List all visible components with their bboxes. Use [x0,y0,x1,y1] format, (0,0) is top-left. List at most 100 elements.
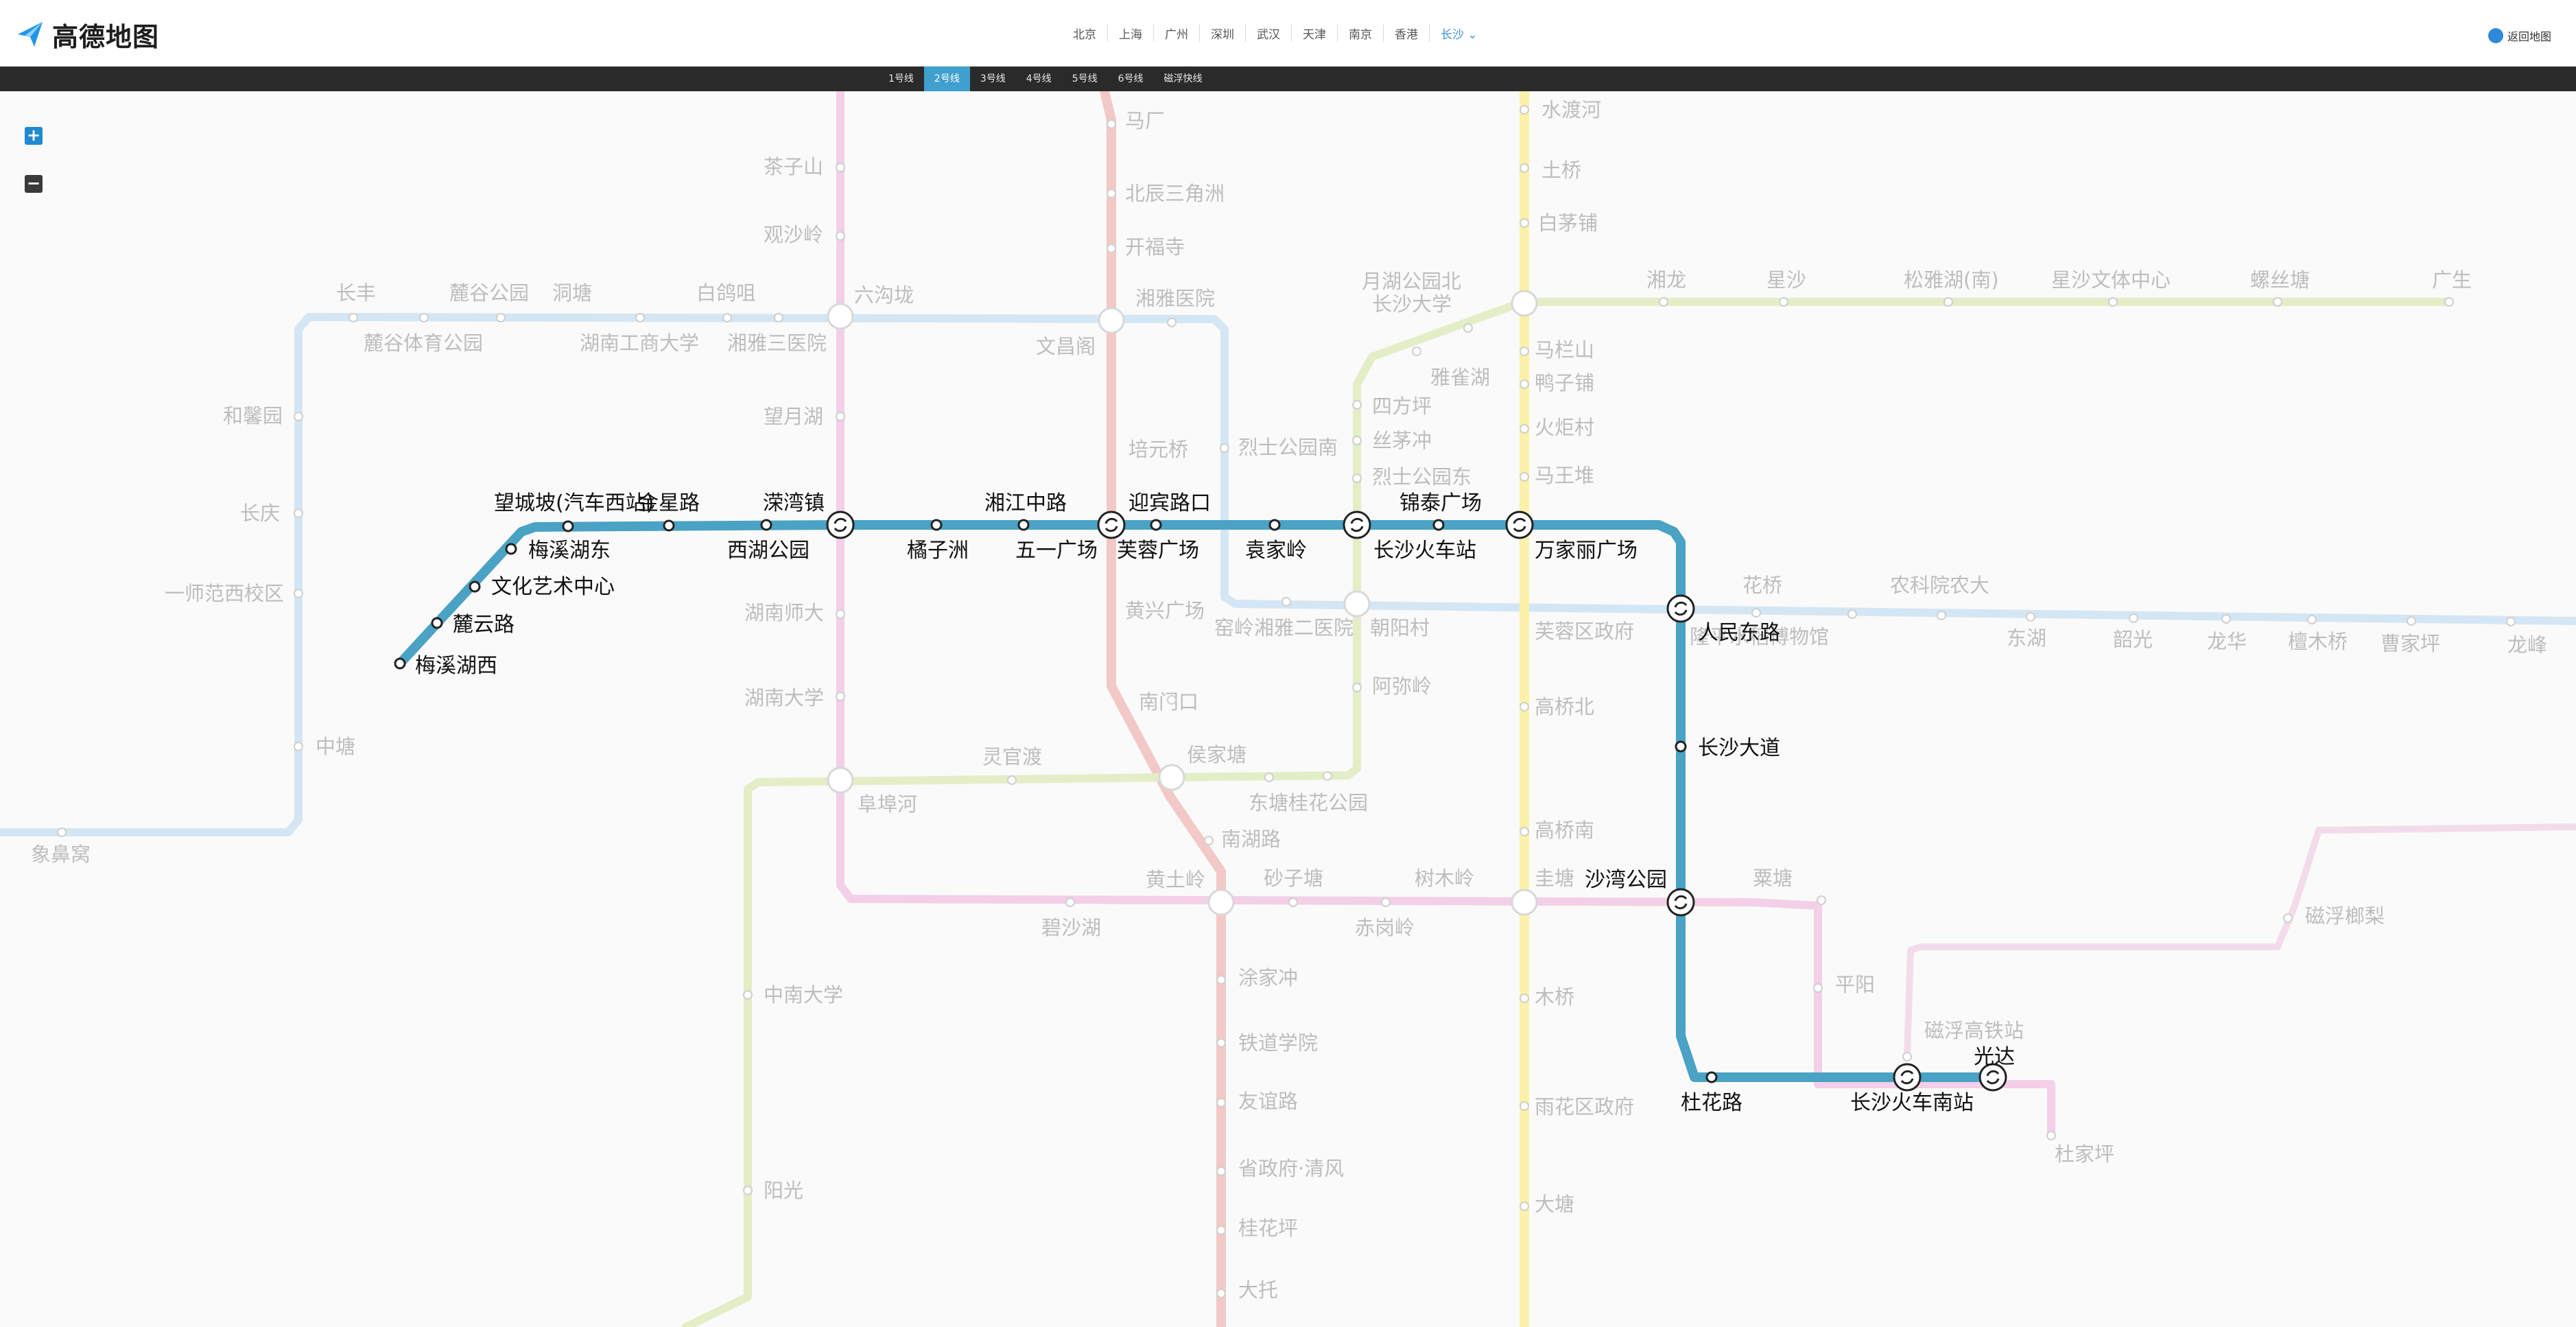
station-label-faded: 星沙文体中心 [2051,268,2171,292]
station-dot[interactable] [1705,1071,1718,1083]
station-label-faded: 龙峰 [2507,633,2547,657]
station-label-faded: 马栏山 [1535,338,1594,362]
transfer-icon [1674,895,1688,910]
transfer-station-faded [1158,764,1185,791]
station-dot[interactable] [562,520,574,532]
chevron-down-icon: ⌄ [1464,28,1478,42]
station-label-faded: 马厂 [1125,109,1165,132]
station-label-faded: 窑岭湘雅二医院 [1214,616,1354,639]
transfer-station[interactable] [1343,510,1371,539]
station-label-faded: 东湖 [2007,626,2046,650]
station-dot-faded [1216,1289,1226,1298]
line-tab[interactable]: 5号线 [1072,73,1098,84]
station-label-faded: 马王堆 [1535,464,1594,487]
station-dot-faded [2283,913,2293,923]
station-dot[interactable] [1675,740,1687,753]
city-tab[interactable]: 深圳 [1199,25,1245,42]
station-label: 万家丽广场 [1535,539,1638,563]
line-tab[interactable]: 3号线 [980,73,1006,84]
station-label: 梅溪湖西 [415,654,497,678]
station-dot-faded [2221,614,2231,624]
zoom-in-button[interactable]: + [25,127,43,145]
station-dot[interactable] [1017,519,1030,531]
transfer-station[interactable] [1097,510,1126,539]
transfer-station[interactable] [1978,1063,2007,1092]
city-tab[interactable]: 香港 [1383,25,1429,42]
station-dot-faded [1520,472,1529,482]
station-label-faded: 隆平水稻博物馆 [1690,625,1829,648]
city-tab[interactable]: 北京 [1073,28,1096,42]
station-dot[interactable] [1150,519,1162,531]
city-tab[interactable]: 南京 [1337,25,1383,42]
transfer-station[interactable] [1893,1063,1922,1092]
station-dot-faded [1204,836,1214,845]
station-dot-faded [1352,400,1362,410]
city-tab[interactable]: 广州 [1153,25,1199,42]
station-label-faded: 灵官渡 [982,745,1042,768]
station-dot-faded [1520,702,1529,712]
back-to-map-button[interactable]: 返回地图 [2488,27,2551,44]
transfer-station[interactable] [826,510,855,539]
transfer-icon [1513,517,1526,532]
station-label-faded: 湘龙 [1646,268,1686,292]
station-dot-faded [1216,1038,1226,1048]
transfer-station[interactable] [1666,594,1695,623]
city-tab-active[interactable]: 长沙 ⌄ [1429,25,1489,42]
station-label-faded: 树木岭 [1415,867,1474,890]
station-label-faded: 龙华 [2207,630,2247,653]
transfer-station[interactable] [1505,510,1534,539]
station-dot-faded [294,589,303,598]
station-label-faded: 望月湖 [764,405,823,428]
station-dot-faded [2129,613,2138,623]
station-dot-faded [1902,1052,1912,1061]
station-label: 长沙火车南站 [1850,1091,1974,1115]
station-dot[interactable] [1432,519,1445,531]
zoom-out-button[interactable]: − [25,175,43,193]
line-tab[interactable]: 磁浮快线 [1163,73,1203,84]
station-label-faded: 赤岗岭 [1355,916,1415,939]
station-dot-faded [1167,695,1177,705]
station-label-faded: 湖南师大 [744,601,824,624]
station-dot[interactable] [394,657,406,670]
line-tab-active[interactable]: 2号线 [923,67,970,91]
maglev-path [1904,823,2576,1060]
station-label-faded: 观沙岭 [764,223,823,246]
station-dot-faded [2407,616,2416,626]
station-label: 西湖公园 [727,539,810,563]
station-dot-faded [1007,775,1017,785]
station-dot-faded [1817,895,1826,905]
station-label-faded: 杜家坪 [2055,1142,2114,1166]
city-tab[interactable]: 武汉 [1245,25,1291,42]
city-tab[interactable]: 上海 [1107,25,1153,42]
station-dot[interactable] [663,519,675,532]
station-dot-faded [1520,994,1529,1003]
station-dot-faded [1216,975,1226,985]
station-dot[interactable] [930,519,943,531]
station-label-faded: 韶光 [2113,628,2153,651]
station-dot[interactable] [760,519,772,531]
city-tab[interactable]: 天津 [1291,25,1337,42]
station-label-faded: 阜埠河 [858,792,917,816]
station-label-faded: 鸭子铺 [1535,371,1594,395]
logo[interactable]: 高德地图 [15,18,159,52]
station-dot-faded [1520,1101,1529,1111]
station-dot[interactable] [469,580,481,593]
station-label-faded: 碧沙湖 [1041,916,1101,939]
city-selector: 北京 上海 广州 深圳 武汉 天津 南京 香港 长沙 ⌄ [1062,25,1489,42]
station-dot[interactable] [1268,519,1281,531]
station-dot[interactable] [431,617,443,629]
station-label-faded: 涂家冲 [1238,966,1298,989]
metro-map[interactable]: 马厂北辰三角洲开福寺湘雅医院文昌阁培元桥黄兴广场南门口侯家塘南湖路黄土岭涂家冲铁… [0,91,2576,1327]
transfer-station[interactable] [1666,888,1695,917]
line-tab[interactable]: 1号线 [888,73,914,84]
station-dot-faded [836,609,845,619]
line-tab[interactable]: 6号线 [1118,73,1144,84]
transfer-station-faded [1343,590,1371,618]
line-tab[interactable]: 4号线 [1026,73,1052,84]
station-label-faded: 象鼻窝 [31,843,91,866]
station-label-faded: 黄兴广场 [1125,599,1205,622]
station-dot-faded [294,412,303,421]
station-dot-faded [722,313,732,322]
station-dot[interactable] [505,543,517,555]
station-dot-faded [1107,244,1116,253]
